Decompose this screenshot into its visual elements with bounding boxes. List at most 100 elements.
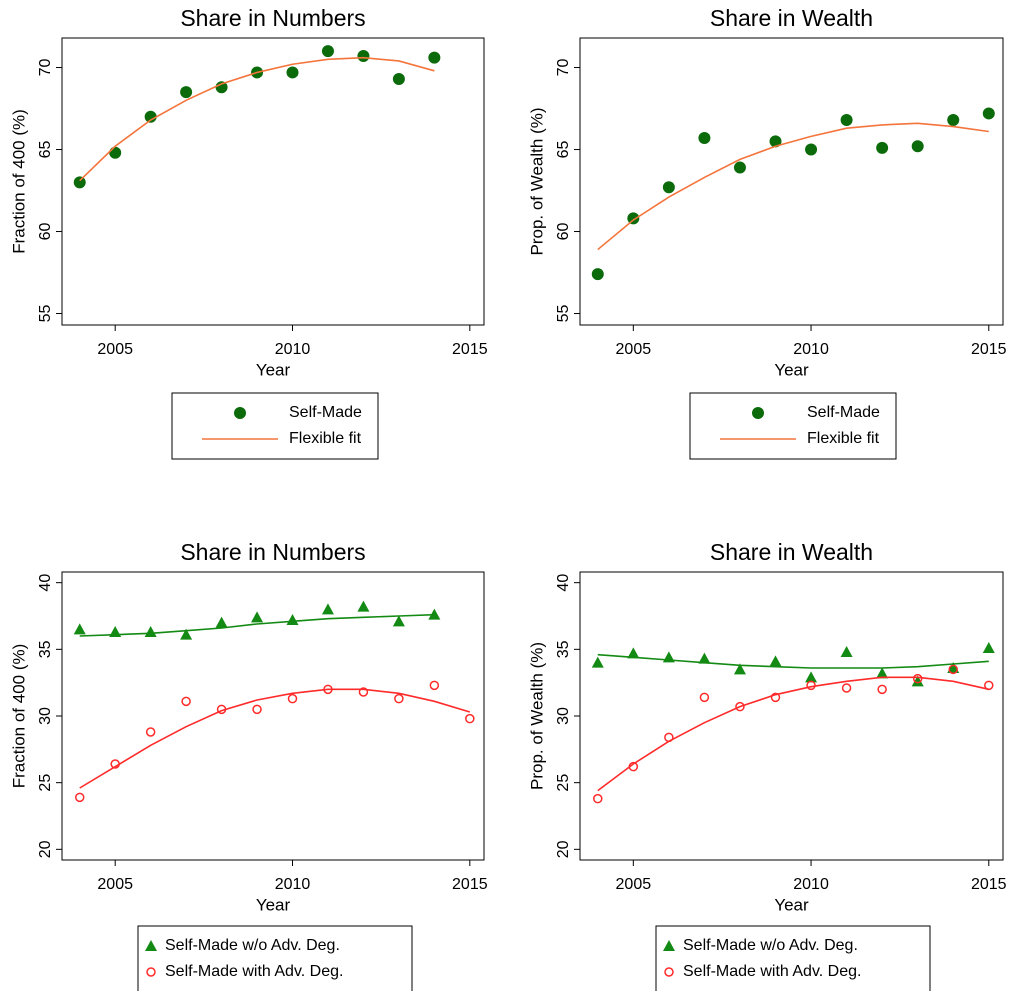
point	[947, 662, 960, 673]
y-tick-label: 40	[555, 574, 572, 592]
legend-box	[689, 392, 897, 460]
point	[841, 683, 852, 693]
y-tick-label: 20	[555, 840, 572, 858]
panel: Share in Numbers 55 60 65 70 2005 2010 2015 Year…	[9, 5, 488, 460]
y-tick-label: 30	[37, 707, 54, 725]
point	[912, 673, 923, 684]
fit-line	[79, 688, 471, 789]
y-tick-label: 65	[555, 141, 572, 159]
panel: Share in Numbers 20 25 30 35 40 2005 2010 2015 Ye…	[9, 539, 488, 991]
plot-frame	[579, 571, 1004, 861]
point	[947, 114, 960, 126]
point	[877, 684, 887, 695]
point	[806, 680, 816, 691]
legend-swatch	[146, 967, 156, 977]
point	[982, 642, 995, 653]
y-tick-label: 20	[37, 840, 54, 858]
x-tick-label: 2005	[97, 341, 133, 358]
panel: Share in Wealth 20 25 30 35 40 2005 2010 2015 Yea…	[527, 539, 1007, 991]
point	[465, 713, 475, 724]
y-tick-label: 30	[555, 707, 572, 725]
x-axis-title: Year	[774, 360, 809, 379]
legend-label: Self-Made w/o Adv. Deg.	[683, 937, 858, 954]
point	[321, 603, 334, 615]
y-tick-label: 70	[555, 59, 572, 77]
point	[357, 600, 370, 612]
point	[876, 141, 889, 154]
fit-line	[597, 653, 989, 669]
point	[74, 792, 85, 803]
point	[699, 692, 710, 703]
point	[805, 671, 818, 683]
legend-label: Self-Made with Adv. Deg.	[683, 963, 861, 980]
y-tick-label: 25	[555, 774, 572, 792]
point	[911, 675, 924, 687]
point	[73, 623, 86, 635]
point	[662, 181, 675, 194]
x-tick-label: 2010	[793, 341, 829, 358]
x-tick-label: 2010	[275, 341, 311, 358]
legend-swatch	[752, 407, 764, 419]
fit-line	[79, 56, 435, 182]
legend-box	[655, 925, 931, 991]
y-tick-label: 60	[555, 223, 572, 241]
y-axis-title: Fraction of 400 (%)	[9, 109, 28, 254]
point	[982, 107, 995, 120]
chart-title: Share in Numbers	[180, 539, 365, 565]
point	[252, 704, 262, 715]
point	[770, 692, 781, 703]
point	[876, 667, 889, 679]
x-tick-label: 2005	[616, 876, 652, 893]
point	[286, 66, 299, 79]
point	[733, 663, 746, 675]
y-tick-label: 55	[555, 305, 572, 323]
legend-swatch	[664, 967, 674, 977]
point	[73, 176, 86, 189]
point	[591, 268, 604, 281]
point	[591, 656, 604, 668]
x-tick-label: 2015	[971, 876, 1007, 893]
x-axis-title: Year	[774, 895, 809, 914]
x-tick-label: 2010	[275, 876, 311, 893]
y-tick-label: 40	[37, 574, 54, 592]
point	[769, 135, 782, 148]
y-tick-label: 60	[37, 223, 54, 241]
point	[181, 696, 191, 707]
x-tick-label: 2005	[97, 876, 133, 893]
point	[109, 146, 122, 159]
legend-box	[171, 392, 379, 460]
plot-frame	[579, 37, 1004, 326]
legend-swatch	[145, 940, 157, 951]
point	[733, 161, 746, 174]
point	[428, 51, 441, 64]
point	[429, 680, 440, 691]
point	[321, 45, 334, 58]
point	[428, 608, 441, 620]
y-axis-title: Fraction of 400 (%)	[9, 644, 28, 789]
x-tick-label: 2015	[452, 341, 488, 358]
x-axis-title: Year	[256, 895, 291, 914]
point	[394, 693, 404, 704]
legend-box	[137, 925, 413, 991]
legend-label: Self-Made w/o Adv. Deg.	[165, 937, 340, 954]
chart-title: Share in Wealth	[710, 5, 873, 31]
point	[215, 81, 228, 94]
y-tick-label: 70	[37, 59, 54, 77]
point	[251, 611, 264, 623]
point	[735, 701, 745, 712]
x-axis-title: Year	[256, 360, 291, 379]
point	[698, 652, 711, 664]
point	[180, 86, 193, 99]
chart-title: Share in Numbers	[180, 5, 365, 31]
point	[769, 655, 782, 667]
panel: Share in Wealth 55 60 65 70 2005 2010 2015 Year P…	[527, 5, 1007, 460]
point	[840, 646, 853, 657]
point	[144, 110, 157, 123]
point	[948, 664, 958, 675]
point	[593, 793, 603, 804]
point	[392, 73, 405, 85]
fit-line	[597, 122, 989, 251]
point	[358, 687, 369, 697]
y-tick-label: 35	[37, 640, 54, 658]
